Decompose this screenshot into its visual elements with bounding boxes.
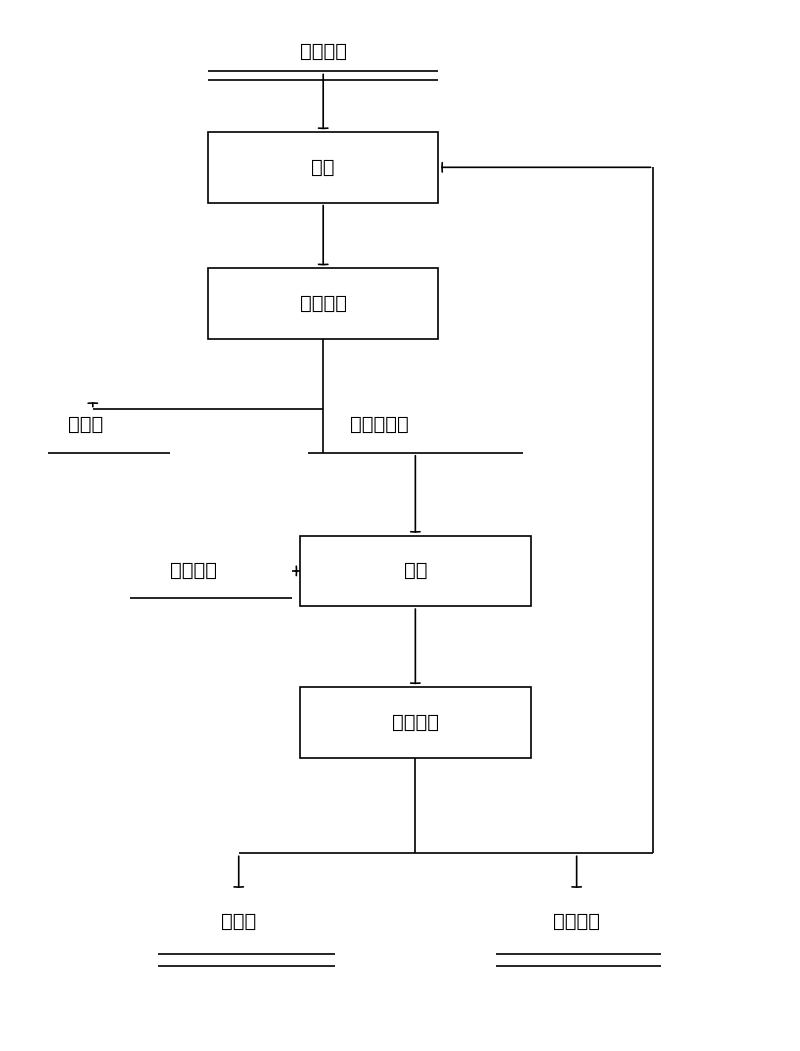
Text: 纯碱溶液: 纯碱溶液 <box>170 561 217 580</box>
Text: 酸化: 酸化 <box>311 158 335 177</box>
Text: 分离洗涤: 分离洗涤 <box>392 713 439 731</box>
Bar <box>208 268 438 338</box>
Text: 浓缩析钠: 浓缩析钠 <box>300 294 346 313</box>
Text: 碳酸锂: 碳酸锂 <box>221 911 256 930</box>
Text: 沉锂母液: 沉锂母液 <box>300 42 346 61</box>
Text: 氯化钠: 氯化钠 <box>68 415 103 434</box>
Text: 氯化锂溶液: 氯化锂溶液 <box>350 415 409 434</box>
Text: 沉锂母液: 沉锂母液 <box>553 911 600 930</box>
Bar <box>300 687 530 758</box>
Text: 沉锂: 沉锂 <box>404 561 427 580</box>
Bar <box>208 132 438 203</box>
Bar <box>300 536 530 606</box>
